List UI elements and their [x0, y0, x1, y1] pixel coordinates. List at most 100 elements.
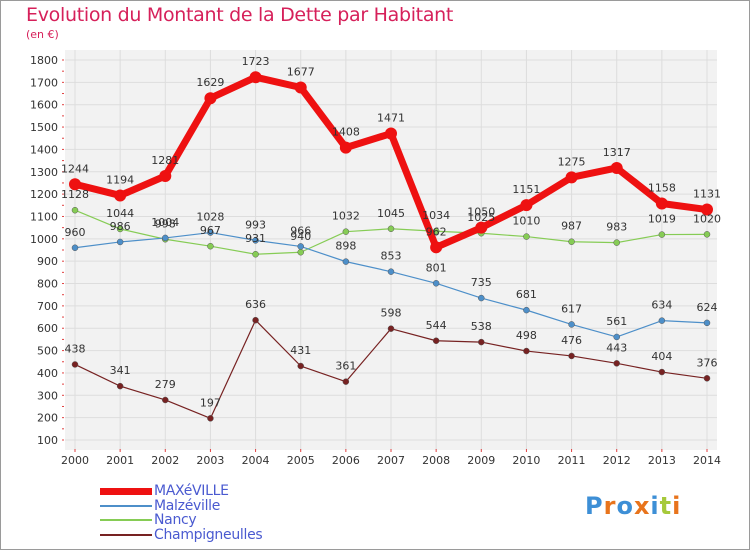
data-point-malzeville — [297, 243, 304, 250]
x-tick-label: 2003 — [196, 454, 224, 467]
y-tick-label: 1500 — [30, 121, 58, 134]
data-point-champigneulles — [658, 368, 666, 376]
data-point-maxeville — [339, 141, 352, 154]
data-label-malzeville: 966 — [290, 224, 311, 237]
data-point-champigneulles — [71, 361, 79, 368]
data-label-nancy: 1032 — [332, 210, 360, 223]
data-label-maxeville: 1131 — [693, 188, 721, 201]
data-label-champigneulles: 598 — [381, 307, 402, 320]
y-tick-label: 500 — [37, 345, 58, 358]
x-tick-label: 2008 — [422, 454, 450, 467]
x-tick-label: 2012 — [603, 454, 631, 467]
data-label-maxeville: 1050 — [467, 206, 495, 219]
data-point-champigneulles — [703, 375, 711, 382]
x-tick-label: 2004 — [242, 454, 270, 467]
y-tick-label: 1600 — [30, 99, 58, 112]
y-tick-label: 1200 — [30, 188, 58, 201]
grid-lines — [65, 50, 717, 450]
data-label-malzeville: 853 — [381, 250, 402, 263]
data-point-malzeville — [703, 319, 711, 327]
data-label-maxeville: 1677 — [287, 65, 315, 78]
data-label-maxeville: 1471 — [377, 112, 405, 125]
data-point-maxeville — [520, 199, 533, 212]
data-point-champigneulles — [116, 382, 124, 390]
chart-title: Evolution du Montant de la Dette par Hab… — [26, 4, 454, 26]
data-point-maxeville — [159, 170, 172, 183]
x-tick-label: 2001 — [106, 454, 134, 467]
data-point-champigneulles — [207, 415, 214, 422]
data-point-maxeville — [385, 127, 397, 140]
data-point-malzeville — [613, 333, 620, 341]
data-label-champigneulles: 538 — [471, 320, 492, 333]
y-tick-label: 1700 — [30, 76, 58, 89]
data-point-champigneulles — [568, 352, 575, 360]
data-point-malzeville — [252, 237, 259, 244]
x-tick-label: 2002 — [151, 454, 179, 467]
data-point-nancy — [71, 206, 79, 214]
data-label-champigneulles: 438 — [65, 342, 86, 355]
y-tick-label: 1000 — [30, 233, 58, 246]
x-tick-label: 2007 — [377, 454, 405, 467]
data-point-nancy — [252, 250, 259, 258]
legend-swatch-maxeville — [100, 488, 152, 495]
data-label-champigneulles: 279 — [155, 378, 176, 391]
data-point-nancy — [207, 242, 214, 250]
data-point-champigneulles — [432, 337, 440, 345]
data-point-malzeville — [432, 280, 440, 287]
data-label-champigneulles: 361 — [335, 360, 356, 373]
legend-swatch-nancy — [100, 519, 152, 521]
data-point-nancy — [523, 233, 530, 240]
data-label-champigneulles: 443 — [606, 341, 627, 354]
data-label-nancy: 1045 — [377, 207, 405, 220]
data-label-maxeville: 1244 — [61, 162, 89, 175]
data-point-champigneulles — [613, 360, 620, 367]
data-label-nancy: 1020 — [693, 212, 721, 225]
x-tick-label: 2005 — [287, 454, 315, 467]
data-label-maxeville: 1158 — [648, 182, 676, 195]
data-point-champigneulles — [297, 362, 304, 370]
data-label-champigneulles: 431 — [290, 344, 311, 357]
data-point-champigneulles — [162, 396, 169, 404]
data-point-maxeville — [701, 203, 713, 216]
data-label-maxeville: 1723 — [242, 55, 270, 68]
data-label-malzeville: 681 — [516, 288, 537, 301]
data-point-malzeville — [71, 244, 79, 252]
data-label-maxeville: 1151 — [512, 183, 540, 196]
legend-swatch-malzeville — [100, 504, 152, 507]
x-tick-label: 2013 — [648, 454, 676, 467]
data-label-malzeville: 898 — [335, 240, 356, 253]
data-label-maxeville: 962 — [426, 225, 447, 238]
data-label-maxeville: 1281 — [151, 154, 179, 167]
y-tick-label: 100 — [37, 434, 58, 447]
x-tick-label: 2014 — [693, 454, 721, 467]
data-label-nancy: 1128 — [61, 188, 89, 201]
data-label-malzeville: 993 — [245, 218, 266, 231]
data-label-champigneulles: 404 — [651, 350, 672, 363]
data-point-nancy — [703, 231, 711, 238]
x-tick-label: 2000 — [61, 454, 89, 467]
data-label-malzeville: 801 — [426, 261, 447, 274]
data-point-maxeville — [610, 161, 623, 174]
data-label-nancy: 1034 — [422, 209, 450, 222]
data-point-maxeville — [114, 189, 127, 202]
legend-swatch-champigneulles — [100, 533, 152, 536]
data-label-champigneulles: 498 — [516, 329, 537, 342]
y-tick-label: 1100 — [30, 210, 58, 223]
data-label-malzeville: 1028 — [196, 211, 224, 224]
data-label-malzeville: 1004 — [151, 216, 179, 229]
y-tick-label: 700 — [37, 300, 58, 313]
data-label-champigneulles: 376 — [697, 356, 718, 369]
data-point-malzeville — [387, 268, 395, 275]
data-label-nancy: 940 — [290, 230, 311, 243]
data-label-nancy: 931 — [245, 232, 266, 245]
data-point-malzeville — [116, 238, 124, 246]
data-label-malzeville: 735 — [471, 276, 492, 289]
y-tick-label: 1800 — [30, 54, 58, 67]
data-label-malzeville: 617 — [561, 302, 582, 315]
chart-subtitle: (en €) — [26, 28, 59, 41]
y-tick-label: 1400 — [30, 143, 58, 156]
data-label-malzeville: 561 — [606, 315, 627, 328]
y-tick-label: 200 — [37, 412, 58, 425]
data-point-maxeville — [565, 171, 578, 184]
